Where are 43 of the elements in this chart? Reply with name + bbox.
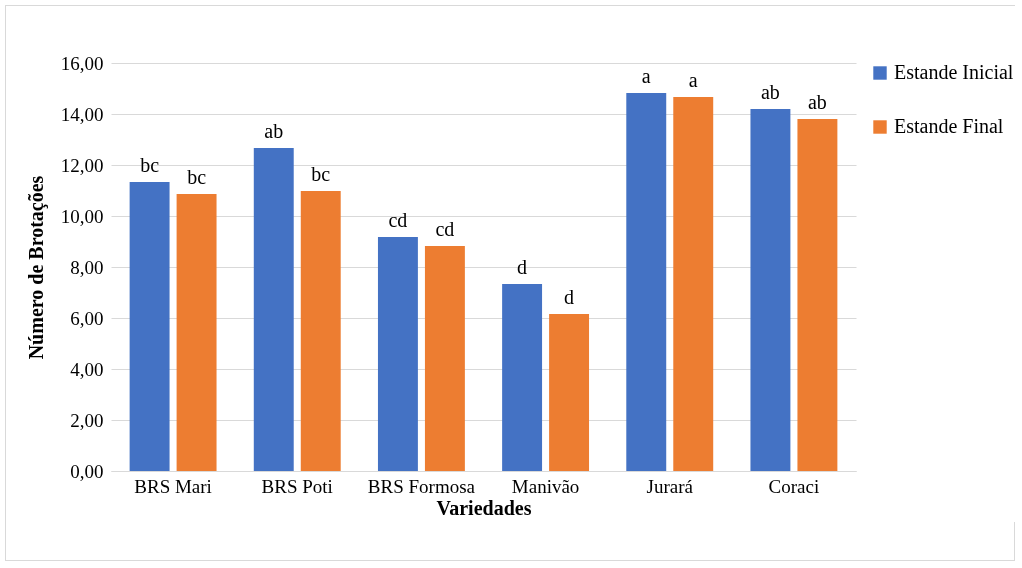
bar (253, 147, 294, 471)
y-tick-label: 0,00 (70, 460, 104, 482)
legend-label: Estande Inicial (894, 61, 1014, 83)
x-tick-label: BRS Mari (134, 475, 212, 497)
data-label: bc (140, 154, 160, 177)
bar (797, 119, 838, 471)
y-tick-label: 8,00 (70, 256, 104, 278)
bar (176, 194, 217, 471)
x-axis-title: Variedades (436, 496, 532, 519)
data-label: d (564, 285, 575, 308)
x-tick-label: Manivão (511, 475, 580, 497)
data-label: ab (807, 91, 827, 114)
legend-label: Estande Final (894, 115, 1004, 137)
bar (750, 108, 791, 471)
y-tick-label: 2,00 (70, 409, 104, 431)
y-tick-label: 4,00 (70, 358, 104, 380)
data-label: bc (311, 163, 331, 186)
x-tick-label: BRS Formosa (367, 475, 476, 497)
data-label: a (688, 68, 698, 91)
bar (502, 284, 543, 471)
bar (626, 93, 667, 471)
data-label: ab (264, 119, 284, 142)
data-label: d (517, 256, 528, 279)
y-tick-label: 14,00 (60, 103, 104, 125)
bar (300, 191, 341, 471)
y-axis-title: Número de Brotações (24, 175, 48, 360)
x-tick-label: Jurará (646, 475, 694, 497)
bar (673, 96, 714, 471)
data-label: a (641, 65, 651, 88)
data-label: ab (760, 80, 780, 103)
y-tick-label: 10,00 (60, 205, 104, 227)
y-tick-label: 12,00 (60, 154, 104, 176)
bar (424, 246, 465, 471)
x-tick-label: Coraci (768, 475, 820, 497)
bar (129, 182, 170, 471)
x-tick-label: BRS Poti (261, 475, 333, 497)
bar (549, 313, 590, 471)
data-label: cd (388, 208, 408, 231)
data-label: bc (187, 166, 207, 189)
y-tick-label: 16,00 (60, 52, 104, 74)
data-label: cd (435, 218, 455, 241)
bar (377, 236, 418, 471)
y-tick-label: 6,00 (70, 307, 104, 329)
